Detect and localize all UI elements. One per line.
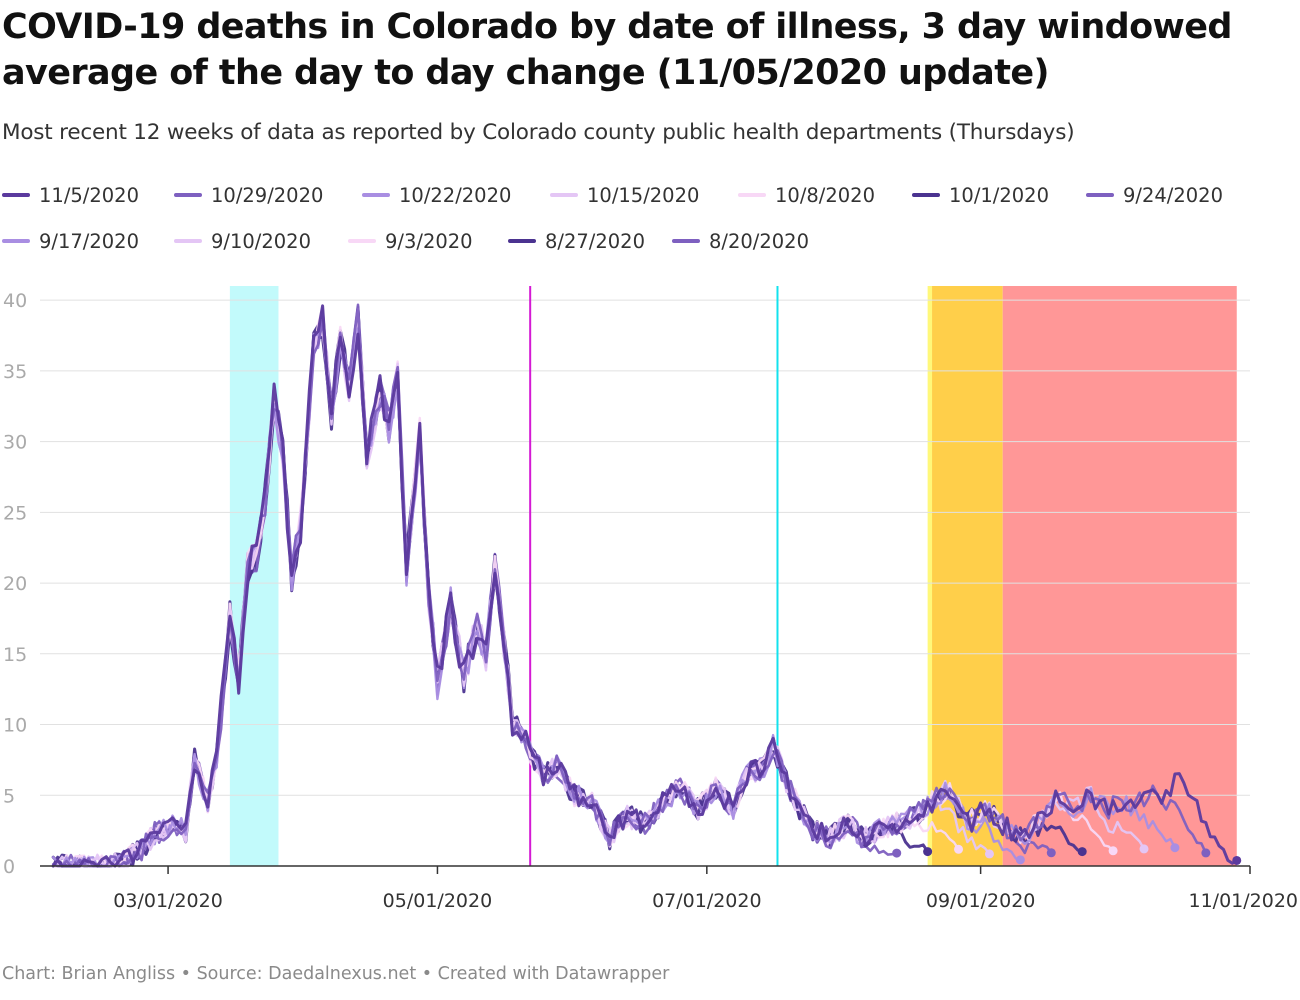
legend-item: 10/15/2020 [550, 180, 699, 210]
legend-label: 9/10/2020 [211, 229, 311, 253]
legend-item: 10/22/2020 [362, 180, 511, 210]
legend-label: 10/22/2020 [399, 183, 512, 207]
legend-label: 10/29/2020 [211, 183, 324, 207]
series-line [51, 304, 1239, 868]
legend-swatch [362, 193, 390, 197]
series-end-point [1232, 855, 1242, 865]
legend-item: 9/10/2020 [174, 226, 311, 256]
legend-label: 11/5/2020 [39, 183, 139, 207]
legend-swatch [2, 239, 30, 243]
y-tick-label: 0 [3, 856, 15, 878]
y-tick-label: 15 [3, 644, 27, 666]
y-tick-label: 30 [3, 432, 27, 454]
series-end-point [892, 848, 902, 858]
legend-swatch [672, 239, 700, 243]
legend-label: 10/1/2020 [949, 183, 1049, 207]
series-end-point [1046, 848, 1056, 858]
legend-swatch [912, 193, 940, 197]
y-tick-label: 5 [3, 785, 15, 807]
legend-swatch [550, 193, 578, 197]
highlight-band [932, 286, 1003, 866]
legend-item: 9/3/2020 [348, 226, 473, 256]
legend-swatch [738, 193, 766, 197]
chart-title: COVID-19 deaths in Colorado by date of i… [2, 7, 1232, 93]
series-end-point [923, 847, 933, 857]
series-end-point [954, 844, 964, 854]
x-tick-label: 05/01/2020 [383, 890, 493, 912]
highlight-band [1002, 286, 1237, 866]
legend-label: 9/3/2020 [385, 229, 473, 253]
legend-item: 10/8/2020 [738, 180, 875, 210]
chart-footer: Chart: Brian Angliss • Source: Daedalnex… [2, 964, 670, 984]
y-tick-label: 25 [3, 502, 27, 524]
x-tick-label: 11/01/2020 [1188, 890, 1298, 912]
legend-label: 8/27/2020 [545, 229, 645, 253]
chart-subtitle: Most recent 12 weeks of data as reported… [2, 120, 1075, 145]
legend-item: 9/24/2020 [1086, 180, 1223, 210]
legend-swatch [174, 239, 202, 243]
legend-item: 11/5/2020 [2, 180, 139, 210]
series-line [51, 305, 898, 868]
legend-item: 10/29/2020 [174, 180, 323, 210]
series-line [52, 332, 991, 868]
series-end-point [1139, 844, 1149, 854]
legend-swatch [2, 193, 30, 197]
series-end-point [1077, 847, 1087, 857]
legend-swatch [508, 239, 536, 243]
x-tick-label: 07/01/2020 [652, 890, 762, 912]
highlight-band [927, 286, 933, 866]
legend-swatch [348, 239, 376, 243]
legend-label: 9/17/2020 [39, 229, 139, 253]
highlight-band [229, 286, 279, 866]
y-tick-label: 40 [3, 290, 27, 312]
legend-item: 8/20/2020 [672, 226, 809, 256]
series-end-point [1015, 855, 1025, 865]
legend-swatch [174, 193, 202, 197]
series-end-point [984, 849, 994, 859]
legend-item: 8/27/2020 [508, 226, 645, 256]
series-end-point [1108, 846, 1118, 856]
legend-item: 10/1/2020 [912, 180, 1049, 210]
y-tick-label: 10 [3, 715, 27, 737]
x-tick-label: 03/01/2020 [113, 890, 223, 912]
x-tick-label: 09/01/2020 [926, 890, 1036, 912]
line-chart: 0 5 10 15 20 25 30 35 40 03/01/2020 05/01/2020 07/0… [3, 286, 1298, 912]
legend-label: 8/20/2020 [709, 229, 809, 253]
legend-label: 9/24/2020 [1123, 183, 1223, 207]
series-line [52, 304, 960, 868]
y-tick-label: 20 [3, 573, 27, 595]
y-tick-label: 35 [3, 361, 27, 383]
legend-swatch [1086, 193, 1114, 197]
legend-label: 10/8/2020 [775, 183, 875, 207]
legend-item: 9/17/2020 [2, 226, 139, 256]
series-end-point [1170, 843, 1180, 853]
legend-label: 10/15/2020 [587, 183, 700, 207]
series-end-point [1201, 848, 1211, 858]
